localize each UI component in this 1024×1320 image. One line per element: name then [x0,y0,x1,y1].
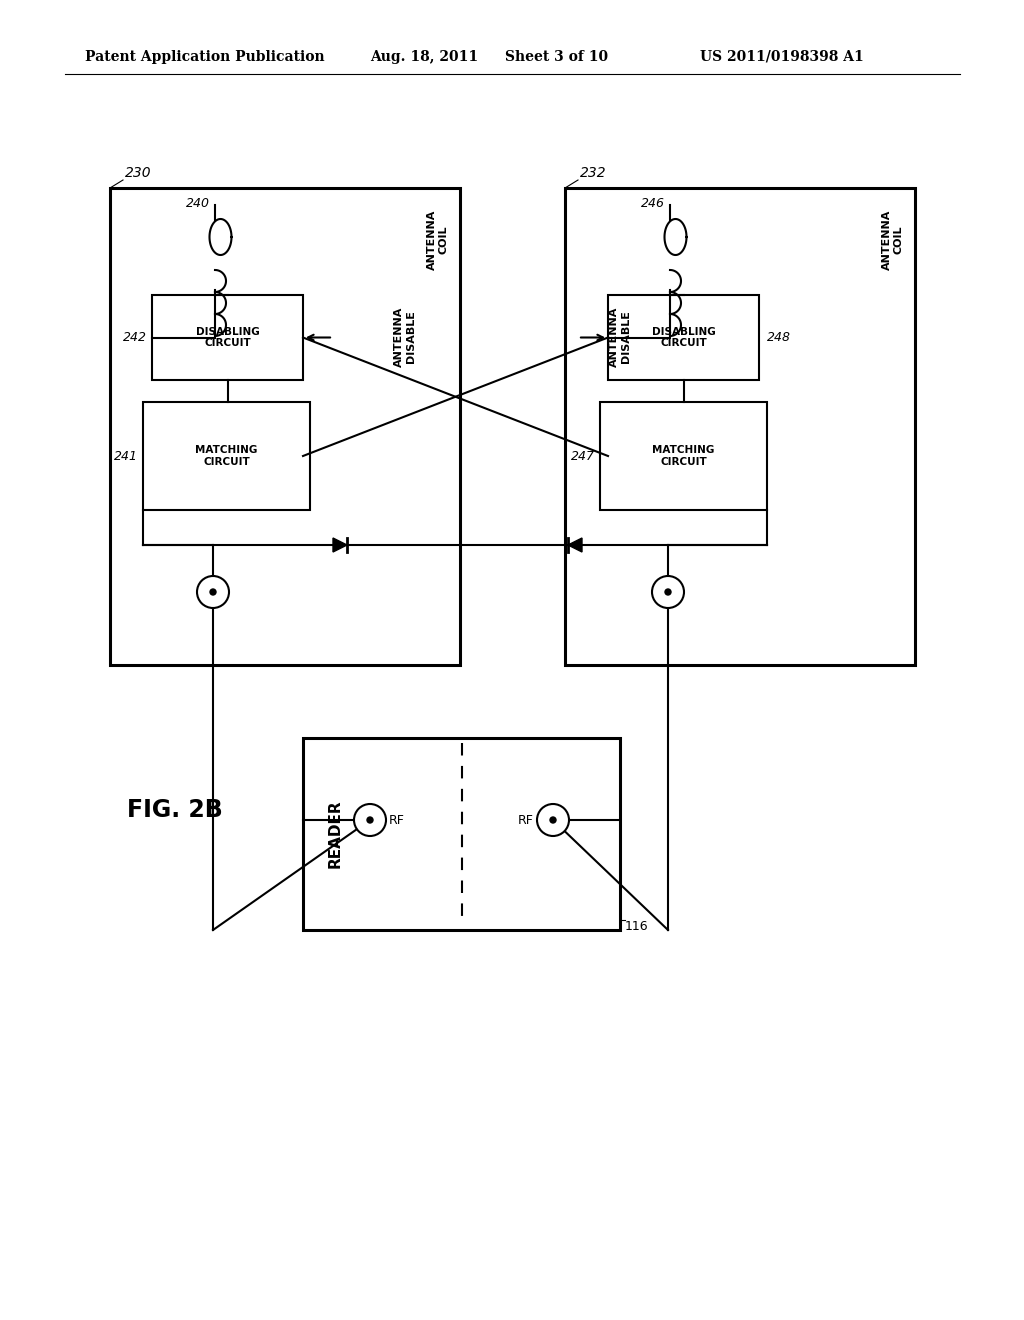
Text: MATCHING
CIRCUIT: MATCHING CIRCUIT [196,445,258,467]
Text: 230: 230 [125,166,152,180]
Circle shape [367,817,373,822]
Circle shape [665,589,671,595]
Text: DISABLING
CIRCUIT: DISABLING CIRCUIT [651,327,716,348]
Text: DISABLING
CIRCUIT: DISABLING CIRCUIT [196,327,259,348]
Text: RF: RF [389,813,404,826]
Text: 240: 240 [186,197,210,210]
Text: ANTENNA
COIL: ANTENNA COIL [427,210,449,271]
Bar [143,403,310,510]
Polygon shape [333,539,347,552]
Circle shape [354,804,386,836]
Bar [110,187,460,665]
Text: 247: 247 [571,450,595,462]
Text: US 2011/0198398 A1: US 2011/0198398 A1 [700,50,864,63]
Text: Aug. 18, 2011: Aug. 18, 2011 [370,50,478,63]
Text: 248: 248 [767,331,791,345]
Text: 116: 116 [625,920,648,933]
Circle shape [210,589,216,595]
Text: 246: 246 [641,197,665,210]
Text: MATCHING
CIRCUIT: MATCHING CIRCUIT [652,445,715,467]
Bar [600,403,767,510]
Circle shape [550,817,556,822]
Text: 232: 232 [580,166,606,180]
Text: ANTENNA
DISABLE: ANTENNA DISABLE [609,306,631,367]
Text: Patent Application Publication: Patent Application Publication [85,50,325,63]
Bar [152,294,303,380]
Circle shape [652,576,684,609]
Bar [565,187,915,665]
Circle shape [197,576,229,609]
Text: ANTENNA
COIL: ANTENNA COIL [883,210,904,271]
Circle shape [537,804,569,836]
Text: FIG. 2B: FIG. 2B [127,799,223,822]
Polygon shape [568,539,582,552]
Text: ANTENNA
DISABLE: ANTENNA DISABLE [394,306,416,367]
Text: 241: 241 [114,450,138,462]
Text: READER: READER [328,800,342,869]
Text: Sheet 3 of 10: Sheet 3 of 10 [505,50,608,63]
Bar [608,294,759,380]
Bar [303,738,620,931]
Text: RF: RF [518,813,534,826]
Text: 242: 242 [123,331,147,345]
